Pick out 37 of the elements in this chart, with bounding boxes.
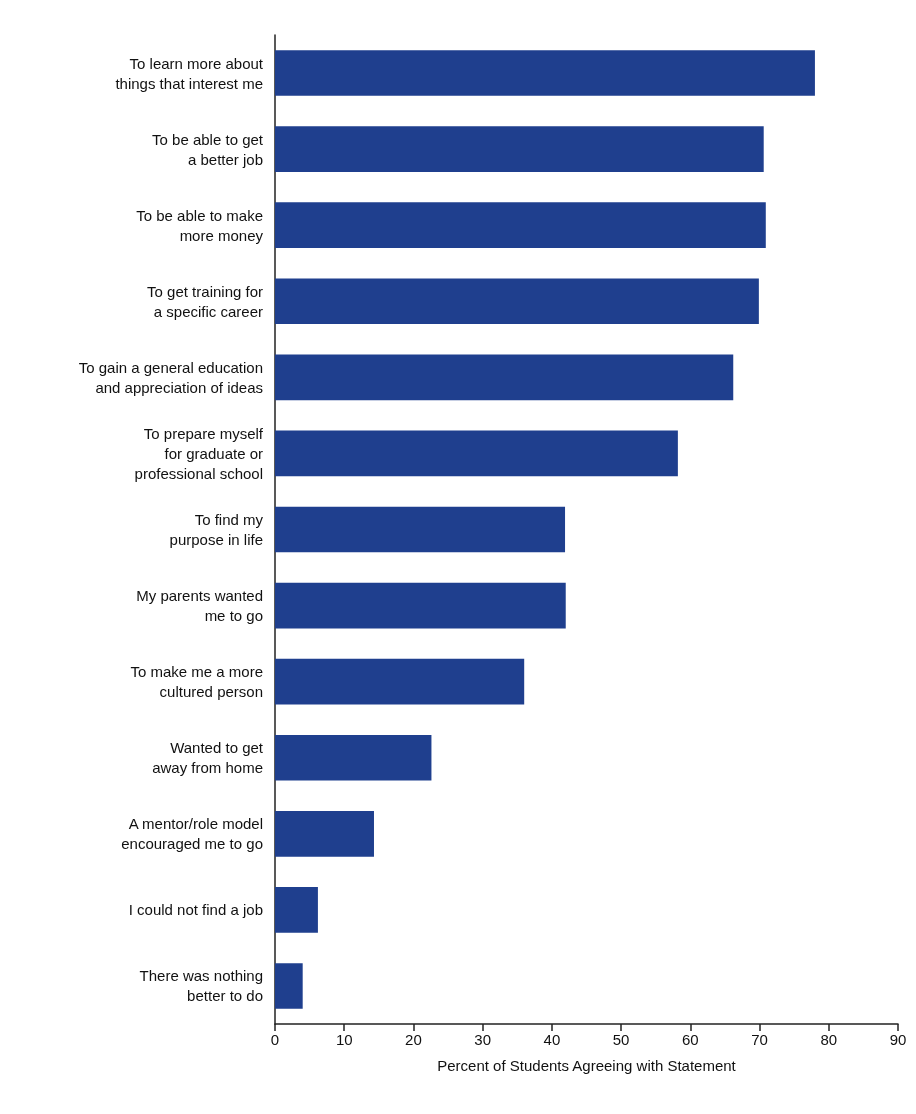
y-tick-label: To gain a general education and appreciation of ideas	[78, 358, 263, 396]
x-axis-title: Percent of Students Agreeing with Statement	[437, 1057, 737, 1074]
y-tick-label: To prepare myself for graduate or professional school	[134, 424, 264, 482]
y-tick-label: Wanted to get away from home	[152, 739, 264, 777]
x-tick-label: 30	[474, 1031, 492, 1048]
bar	[275, 582, 566, 629]
y-tick-label: To be able to make more money	[136, 206, 264, 244]
y-tick-label: To make me a more cultured person	[130, 663, 263, 701]
x-tick-label: 0	[270, 1031, 280, 1048]
bar	[275, 658, 525, 705]
y-tick-label: My parents wanted me to go	[136, 587, 263, 625]
bar	[275, 202, 766, 249]
bar	[275, 50, 815, 96]
bar	[275, 354, 734, 401]
y-tick-label: To find my purpose in life	[169, 511, 264, 548]
x-tick-label: 20	[405, 1031, 422, 1048]
bar	[275, 126, 764, 172]
bar	[275, 810, 374, 857]
x-tick-label: 50	[612, 1031, 630, 1048]
bar	[275, 430, 678, 477]
x-tick-label: 10	[335, 1031, 353, 1048]
y-tick-label: To be able to get a better job	[152, 130, 264, 168]
bar	[275, 278, 759, 325]
x-tick-label: 70	[751, 1031, 768, 1048]
bar	[275, 734, 432, 781]
y-tick-label: I could not find a job	[128, 901, 263, 919]
bar	[275, 887, 318, 933]
x-tick-label: 40	[543, 1031, 561, 1048]
x-tick-label: 90	[889, 1031, 907, 1048]
y-tick-label: There was nothing better to do	[139, 967, 263, 1005]
y-tick-label: To learn more about things that interest me	[115, 54, 264, 92]
bar	[275, 506, 566, 553]
x-tick-label: 80	[820, 1031, 838, 1048]
y-tick-label: A mentor/role model encouraged me to go	[121, 815, 263, 853]
bar	[275, 963, 303, 1009]
y-tick-label: To get training for a specific career	[147, 282, 263, 320]
x-tick-label: 60	[681, 1031, 699, 1048]
